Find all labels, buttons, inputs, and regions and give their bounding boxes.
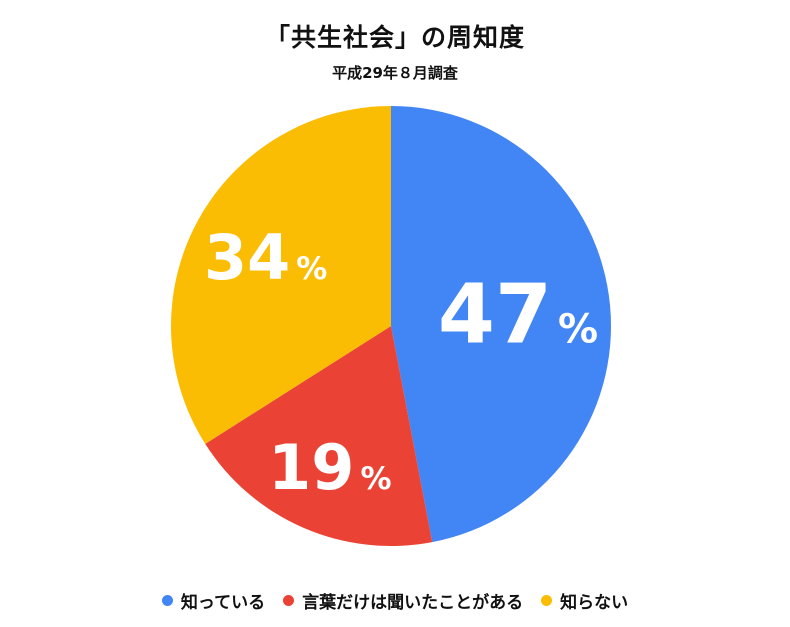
legend-item-known: 知っている — [161, 588, 266, 613]
pie-slice — [205, 326, 433, 546]
pie-slice — [391, 106, 611, 543]
legend-label: 知らない — [560, 593, 629, 613]
slice-data-label: 34% — [204, 221, 327, 294]
slice-data-label: 47% — [438, 268, 598, 363]
legend-swatch — [283, 595, 295, 606]
chart-subtitle: 平成29年８月調査 — [332, 64, 458, 82]
pie-slice — [171, 106, 391, 444]
legend-item-unknown: 知らない — [541, 588, 628, 613]
slice-data-label: 19% — [268, 431, 391, 504]
chart-title: 「共生社会」の周知度 — [264, 23, 525, 52]
legend-swatch — [161, 595, 173, 606]
legend-swatch — [541, 595, 553, 606]
legend-label: 知っている — [180, 593, 266, 613]
legend-label: 言葉だけは聞いたことがある — [302, 593, 524, 613]
legend-item-heard-only: 言葉だけは聞いたことがある — [283, 588, 523, 613]
legend: 知っている 言葉だけは聞いたことがある 知らない — [0, 588, 790, 613]
